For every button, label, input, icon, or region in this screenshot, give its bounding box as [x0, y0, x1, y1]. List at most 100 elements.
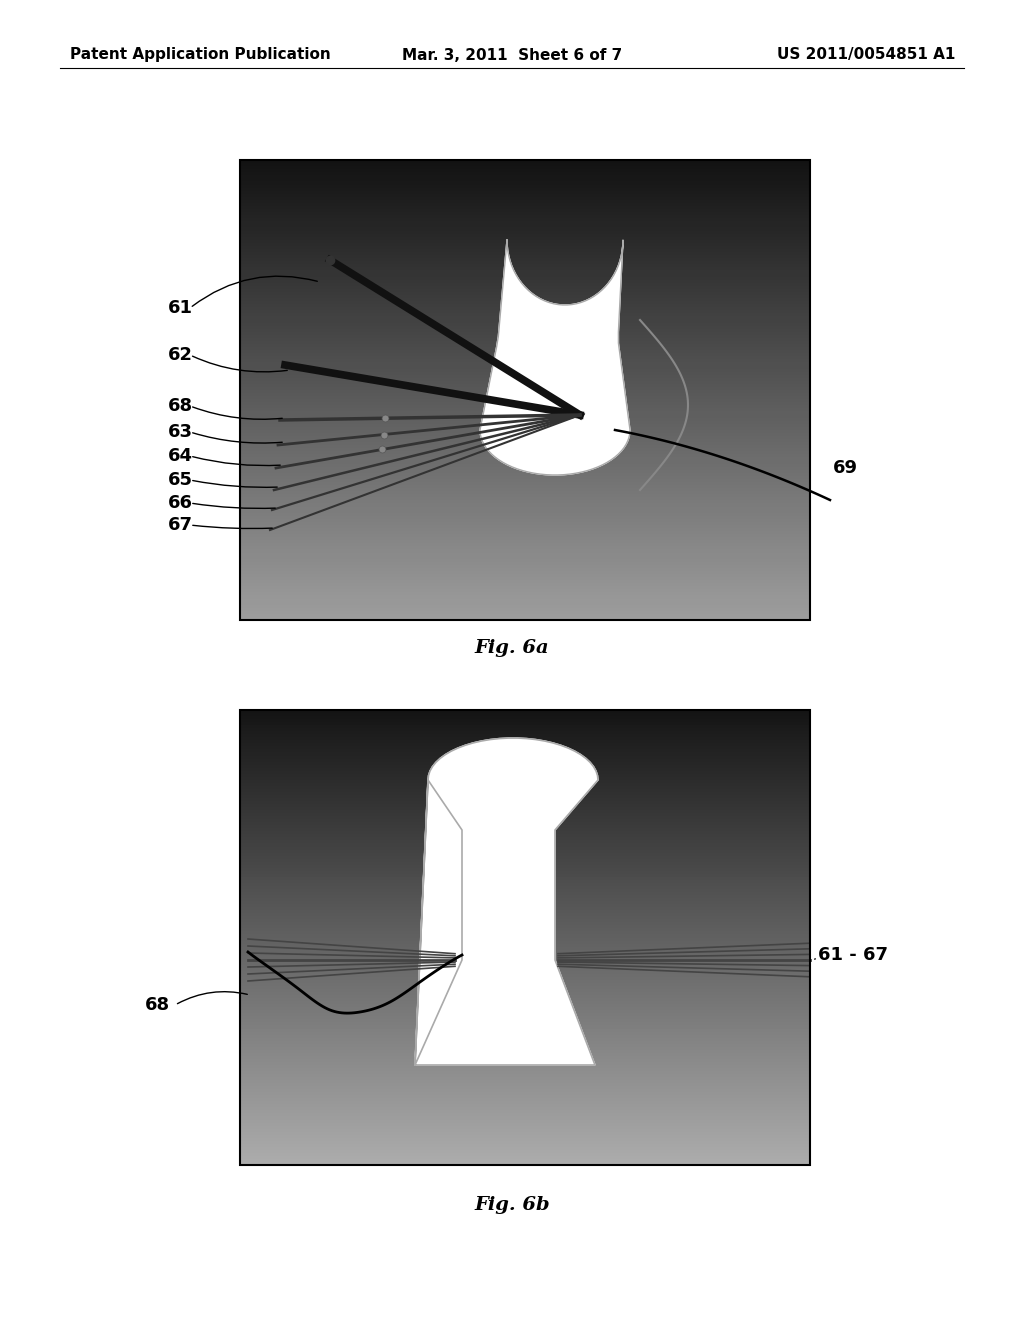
- Bar: [240, 473, 810, 477]
- Bar: [240, 178, 810, 182]
- Bar: [240, 498, 810, 500]
- Bar: [240, 304, 810, 308]
- Bar: [240, 1016, 810, 1020]
- Bar: [240, 862, 810, 865]
- Bar: [240, 479, 810, 483]
- Bar: [240, 846, 810, 850]
- Bar: [240, 834, 810, 838]
- Bar: [240, 1019, 810, 1023]
- Bar: [240, 972, 810, 974]
- Bar: [240, 755, 810, 759]
- Bar: [240, 865, 810, 869]
- Bar: [240, 160, 810, 620]
- Bar: [240, 568, 810, 572]
- Bar: [240, 1074, 810, 1077]
- Bar: [240, 553, 810, 556]
- Bar: [240, 1089, 810, 1093]
- Bar: [240, 1049, 810, 1053]
- Bar: [240, 998, 810, 1002]
- Bar: [240, 558, 810, 562]
- Bar: [240, 746, 810, 750]
- Bar: [240, 164, 810, 166]
- Bar: [240, 713, 810, 717]
- Bar: [240, 1159, 810, 1163]
- Bar: [240, 264, 810, 268]
- Bar: [240, 345, 810, 347]
- Bar: [240, 347, 810, 351]
- Bar: [240, 586, 810, 590]
- Bar: [240, 549, 810, 553]
- Bar: [240, 310, 810, 314]
- Bar: [240, 273, 810, 277]
- Bar: [240, 953, 810, 956]
- Bar: [240, 246, 810, 249]
- Bar: [240, 762, 810, 766]
- Bar: [240, 1047, 810, 1051]
- Bar: [240, 614, 810, 618]
- Bar: [240, 1105, 810, 1107]
- Bar: [240, 771, 810, 775]
- Bar: [240, 521, 810, 525]
- Bar: [240, 829, 810, 832]
- Bar: [240, 399, 810, 403]
- Bar: [240, 491, 810, 495]
- Bar: [240, 937, 810, 941]
- Text: 61 - 67: 61 - 67: [818, 946, 888, 964]
- Bar: [240, 236, 810, 240]
- Bar: [240, 421, 810, 424]
- Bar: [240, 408, 810, 412]
- Text: Fig. 6b: Fig. 6b: [474, 1196, 550, 1214]
- Bar: [240, 292, 810, 296]
- Bar: [240, 1131, 810, 1135]
- Bar: [240, 252, 810, 256]
- Bar: [240, 1056, 810, 1060]
- Bar: [240, 813, 810, 817]
- Bar: [240, 867, 810, 871]
- Bar: [240, 734, 810, 738]
- Bar: [240, 176, 810, 180]
- Bar: [240, 916, 810, 920]
- Bar: [240, 190, 810, 194]
- Bar: [240, 822, 810, 826]
- Bar: [240, 752, 810, 756]
- Bar: [240, 1023, 810, 1026]
- Bar: [240, 313, 810, 317]
- Bar: [240, 289, 810, 292]
- Bar: [240, 458, 810, 461]
- Bar: [240, 424, 810, 428]
- Bar: [240, 738, 810, 741]
- Bar: [240, 433, 810, 437]
- Bar: [240, 368, 810, 372]
- Bar: [240, 356, 810, 360]
- Bar: [240, 895, 810, 899]
- Bar: [240, 445, 810, 449]
- Bar: [240, 1084, 810, 1086]
- Bar: [240, 206, 810, 210]
- Bar: [240, 1077, 810, 1081]
- Bar: [240, 482, 810, 486]
- Bar: [240, 1068, 810, 1072]
- Bar: [240, 1162, 810, 1166]
- Bar: [240, 389, 810, 393]
- Bar: [240, 451, 810, 455]
- Bar: [240, 308, 810, 310]
- Bar: [240, 944, 810, 946]
- Polygon shape: [480, 240, 630, 475]
- Bar: [240, 1005, 810, 1007]
- Bar: [240, 484, 810, 488]
- Bar: [240, 240, 810, 243]
- Text: Fig. 6a: Fig. 6a: [475, 639, 549, 657]
- Bar: [240, 528, 810, 532]
- Bar: [240, 583, 810, 587]
- Bar: [240, 1086, 810, 1090]
- Bar: [240, 965, 810, 969]
- Bar: [240, 792, 810, 796]
- Bar: [240, 799, 810, 801]
- Bar: [240, 876, 810, 880]
- Bar: [240, 986, 810, 990]
- Bar: [240, 795, 810, 799]
- Bar: [240, 1061, 810, 1065]
- Bar: [240, 222, 810, 224]
- Bar: [240, 494, 810, 498]
- Bar: [240, 1026, 810, 1030]
